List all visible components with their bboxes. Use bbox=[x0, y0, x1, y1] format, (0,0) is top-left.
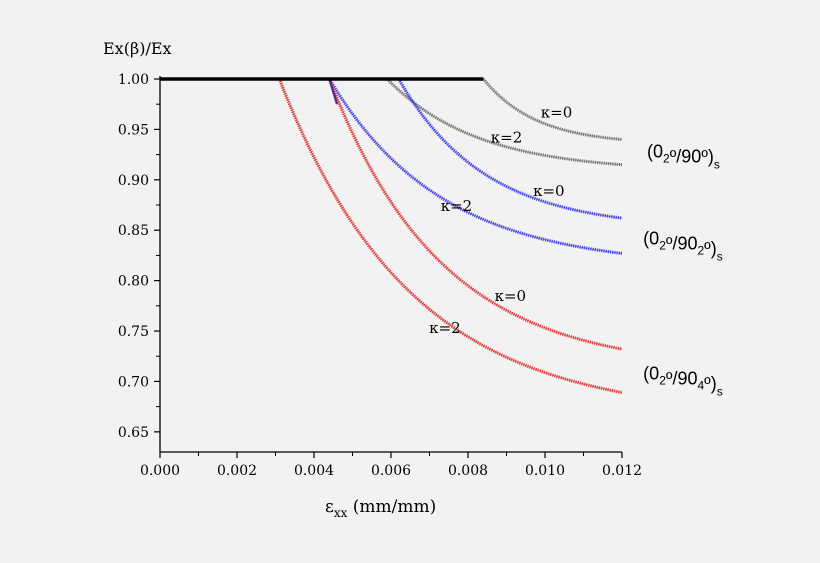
laminate-subend-1: s bbox=[717, 249, 723, 263]
y-tick-label-1: 0.70 bbox=[118, 374, 149, 390]
labels-layer: κ=0κ=2κ=0κ=2κ=0κ=2(02º/90º)s(02º/902º)s(… bbox=[429, 103, 723, 398]
laminate-subend-2: s bbox=[717, 384, 723, 398]
kappa-label-5: κ=2 bbox=[429, 319, 461, 337]
x-tick-label-6: 0.012 bbox=[602, 463, 642, 479]
curve-core-laminate_90_2-kappa-0 bbox=[398, 78, 623, 219]
x-tick-label-5: 0.010 bbox=[525, 463, 565, 479]
kappa-label-3: κ=2 bbox=[441, 197, 473, 215]
laminate-sub2-2: 4 bbox=[697, 378, 704, 392]
x-tick-label-4: 0.008 bbox=[448, 463, 488, 479]
laminate-mid-0: º/90º) bbox=[670, 147, 714, 167]
curve-core-laminate_90-kappa-2 bbox=[386, 78, 623, 166]
y-tick-label-7: 1.00 bbox=[118, 72, 149, 88]
kappa-label-1: κ=2 bbox=[491, 129, 523, 147]
curve-core-laminate_90-kappa-0 bbox=[483, 78, 623, 140]
laminate-label-1: (02º/902º)s bbox=[643, 228, 723, 263]
laminate-close-1: º) bbox=[704, 238, 717, 258]
curve-core-laminate_90_2-kappa-2 bbox=[328, 78, 623, 254]
y-tick-label-5: 0.90 bbox=[118, 173, 149, 189]
y-tick-label-2: 0.75 bbox=[118, 324, 149, 340]
laminate-sub1-1: 2 bbox=[659, 238, 666, 252]
y-tick-label-6: 0.95 bbox=[118, 122, 149, 138]
curve-core-laminate_90_4-kappa-2 bbox=[278, 78, 623, 394]
laminate-label-2: (02º/904º)s bbox=[643, 363, 723, 398]
laminate-open-2: (0 bbox=[643, 363, 659, 383]
x-tick-label-2: 0.004 bbox=[294, 463, 334, 479]
curves-layer bbox=[160, 77, 623, 395]
laminate-mid-1: º/90 bbox=[666, 233, 698, 253]
kappa-label-2: κ=0 bbox=[533, 182, 565, 200]
laminate-close-2: º) bbox=[704, 373, 717, 393]
laminate-mid-2: º/90 bbox=[666, 368, 698, 388]
laminate-open-1: (0 bbox=[643, 228, 659, 248]
x-axis-label-unit: (mm/mm) bbox=[347, 497, 436, 517]
x-axis-label-main: ε bbox=[325, 497, 334, 517]
kappa-label-0: κ=0 bbox=[541, 103, 573, 121]
laminate-sub1-0: 2 bbox=[663, 152, 670, 166]
x-tick-label-0: 0.000 bbox=[140, 463, 180, 479]
x-axis-label-sub: xx bbox=[334, 506, 348, 520]
laminate-subend-0: s bbox=[714, 158, 720, 172]
x-axis-label: εxx (mm/mm) bbox=[325, 497, 436, 520]
y-tick-label-4: 0.85 bbox=[118, 223, 149, 239]
y-tick-label-0: 0.65 bbox=[118, 425, 149, 441]
curve-core-laminate_90_4-kappa-0 bbox=[328, 78, 623, 350]
x-tick-label-3: 0.006 bbox=[371, 463, 411, 479]
axes-layer: 0.000 0.002 0.004 0.006 0.008 0.010 0.012 0.65 0… bbox=[118, 72, 642, 479]
kappa-label-4: κ=0 bbox=[495, 287, 527, 305]
laminate-label-0: (02º/90º)s bbox=[647, 142, 720, 172]
x-tick-label-1: 0.002 bbox=[217, 463, 257, 479]
laminate-open-0: (0 bbox=[647, 142, 663, 162]
onset-mark bbox=[328, 78, 339, 105]
y-tick-label-3: 0.80 bbox=[118, 274, 149, 290]
laminate-sub1-2: 2 bbox=[659, 373, 666, 387]
y-axis-label: Ex(β)/Ex bbox=[103, 39, 172, 58]
laminate-sub2-1: 2 bbox=[697, 243, 704, 257]
